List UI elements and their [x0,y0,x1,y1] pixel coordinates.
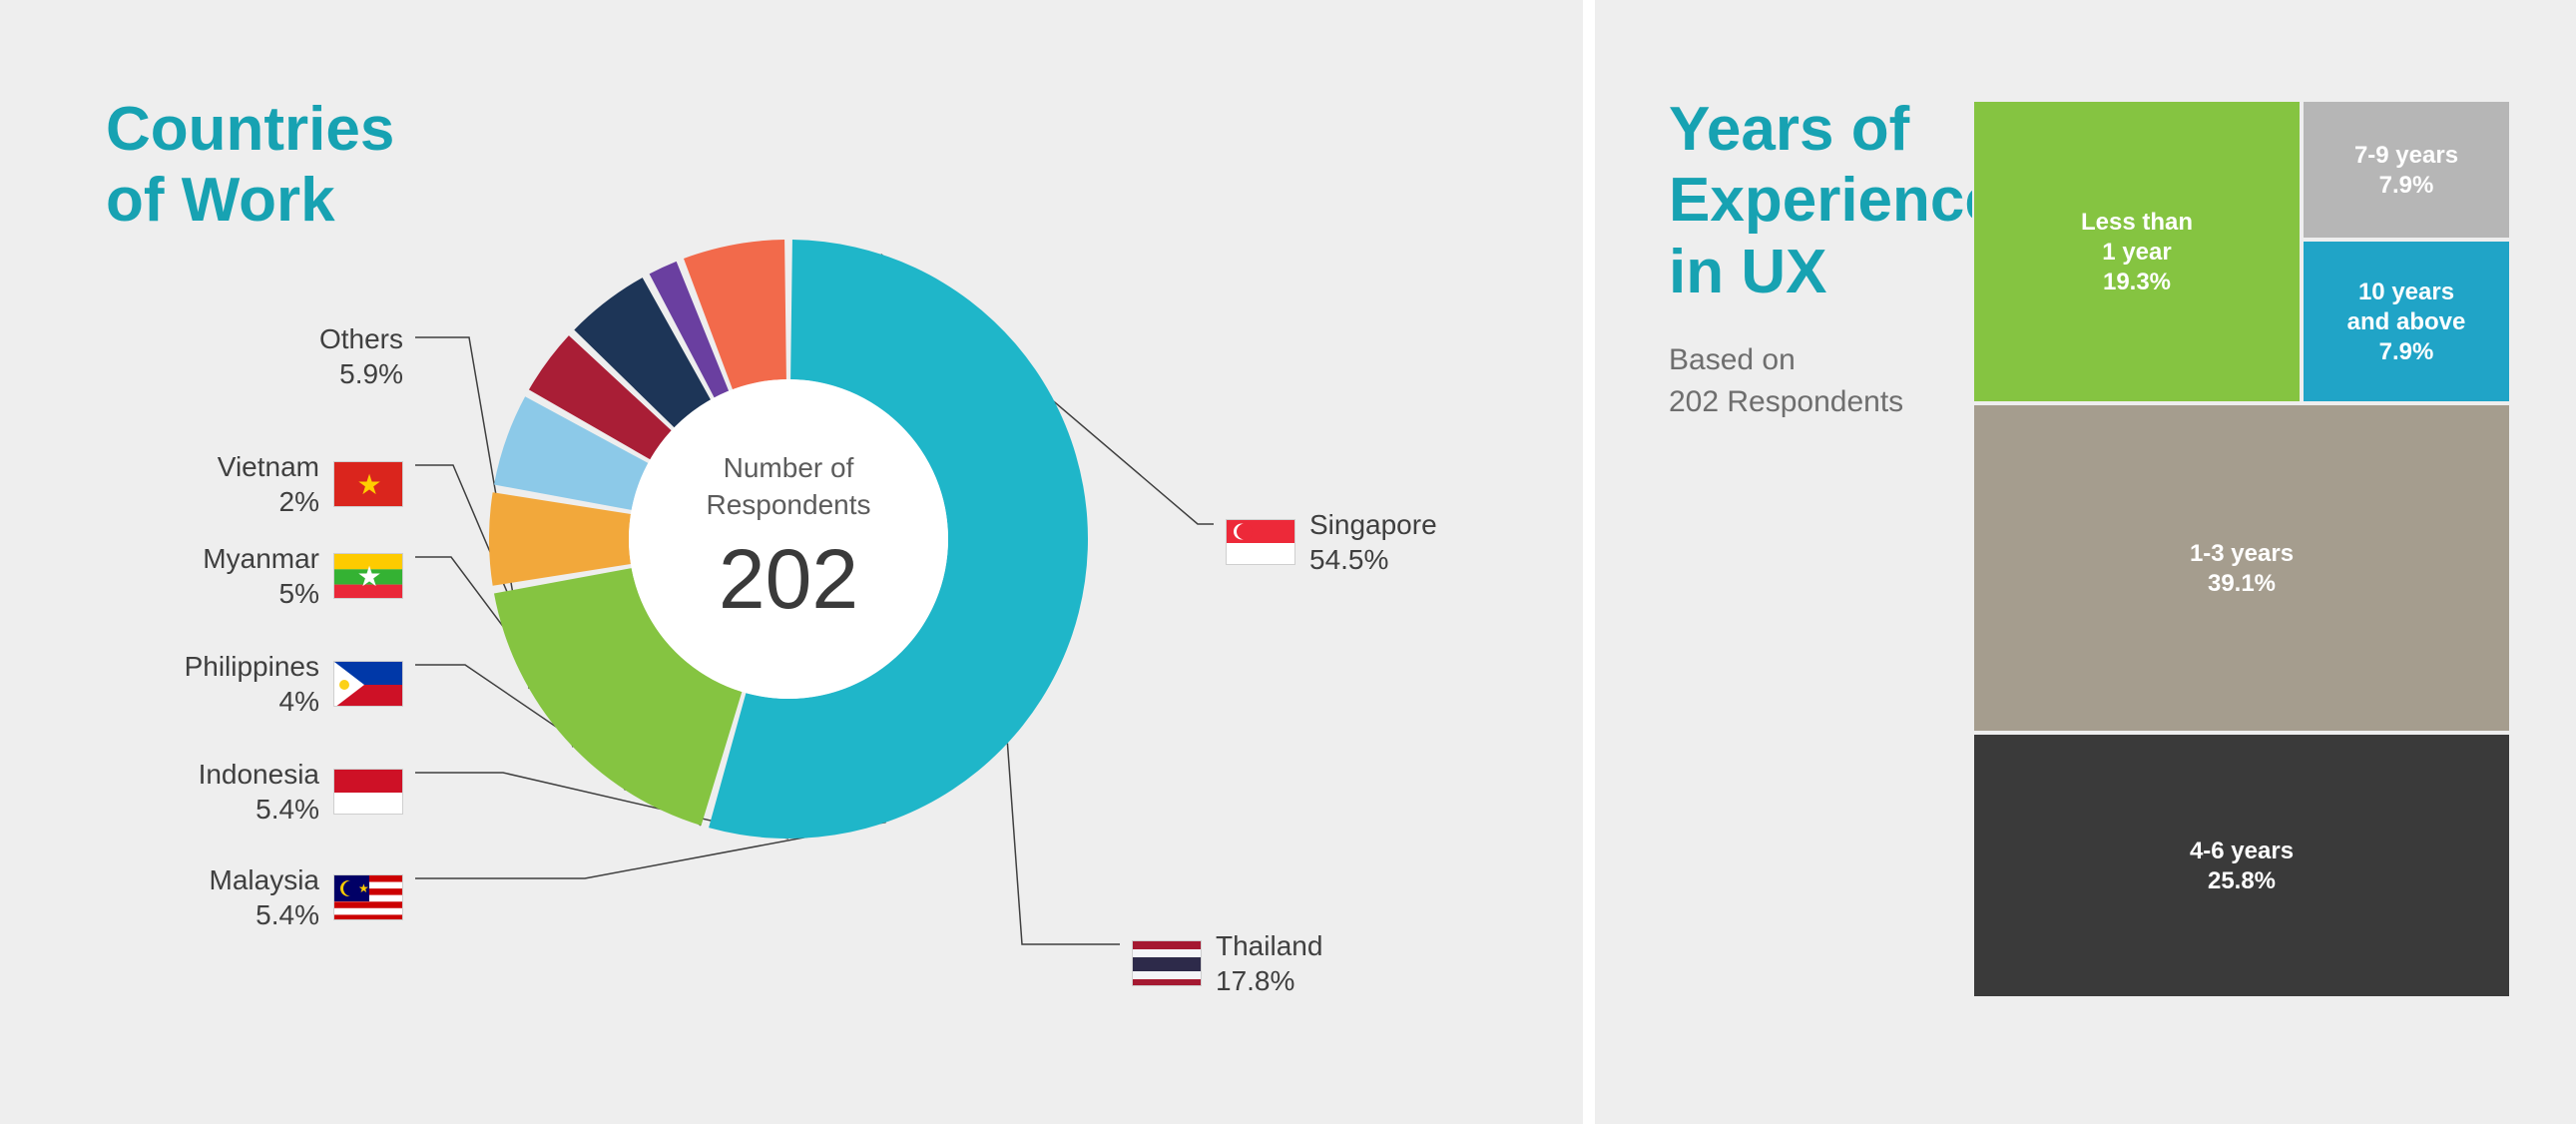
tile-label: 7-9 years [2354,142,2458,169]
svg-text:★: ★ [356,561,381,592]
subtitle-line: 202 Respondents [1669,381,1903,423]
subtitle-line: Based on [1669,339,1903,381]
treemap-tile: 1-3 years 39.1% [1972,403,2511,733]
singapore-flag-icon [1226,519,1295,565]
tile-pct: 25.8% [2208,867,2276,894]
callout-label: Indonesia [199,757,319,792]
title-experience: Years of Experience in UX [1669,94,1999,307]
panel-countries: Countries of Work Number of Respondents … [0,0,1583,1124]
callout-label: Myanmar [203,541,319,576]
title-countries: Countries of Work [106,94,394,237]
title-line: of Work [106,165,394,236]
philippines-flag-icon [333,661,403,707]
callout: Thailand 17.8% [1132,928,1322,998]
title-line: Years of [1669,94,1999,165]
tile-pct: 7.9% [2379,338,2434,365]
callout-label: Malaysia [210,862,319,897]
callout-pct: 54.5% [1309,542,1437,577]
callout-label: Others [319,321,403,356]
donut-center-label: Number of [724,450,854,486]
treemap-tile: Less than 1 year 19.3% [1972,100,2302,403]
donut-center: Number of Respondents 202 [489,240,1088,839]
svg-text:★: ★ [358,881,369,895]
callout: Others 5.9% [319,321,403,391]
callout: Indonesia 5.4% [199,757,403,827]
treemap-tile: 10 years and above 7.9% [2302,240,2511,403]
donut-chart: Number of Respondents 202 [489,240,1088,839]
tile-label: 1 year [2102,239,2171,266]
myanmar-flag-icon: ★ [333,553,403,599]
title-line: Countries [106,94,394,165]
tile-pct: 7.9% [2379,172,2434,199]
callout: ★ Myanmar 5% [203,541,403,611]
callout-label: Philippines [185,649,319,684]
tile-label: Less than [2081,209,2193,236]
callout-pct: 17.8% [1216,963,1322,998]
callout-pct: 4% [185,684,319,719]
title-line: in UX [1669,237,1999,307]
callout-pct: 2% [218,484,319,519]
tile-label: 1-3 years [2190,540,2294,567]
callout: ★ Vietnam 2% [218,449,403,519]
callout: ★ Malaysia 5.4% [210,862,403,932]
callout: Singapore 54.5% [1226,507,1437,577]
callout-pct: 5.9% [319,356,403,391]
callout-pct: 5.4% [199,792,319,827]
tile-pct: 39.1% [2208,570,2276,597]
tile-pct: 19.3% [2103,269,2171,295]
donut-center-value: 202 [719,531,858,628]
callout-label: Vietnam [218,449,319,484]
malaysia-flag-icon: ★ [333,874,403,920]
tile-label: 10 years [2358,279,2454,305]
tile-label: 4-6 years [2190,838,2294,864]
svg-text:★: ★ [356,469,381,500]
panel-experience: Years of Experience in UX Based on 202 R… [1595,0,2576,1124]
callout-pct: 5% [203,576,319,611]
tile-label: and above [2347,308,2466,335]
title-line: Experience [1669,165,1999,236]
thailand-flag-icon [1132,940,1202,986]
donut-center-label: Respondents [706,487,870,523]
treemap-tile: 4-6 years 25.8% [1972,733,2511,998]
treemap-tile: 7-9 years 7.9% [2302,100,2511,240]
treemap-chart: Less than1 year19.3%7-9 years7.9%10 year… [1972,100,2511,998]
vietnam-flag-icon: ★ [333,461,403,507]
subtitle-experience: Based on 202 Respondents [1669,339,1903,423]
callout-label: Singapore [1309,507,1437,542]
callout-label: Thailand [1216,928,1322,963]
callout-pct: 5.4% [210,897,319,932]
indonesia-flag-icon [333,769,403,815]
callout: Philippines 4% [185,649,403,719]
